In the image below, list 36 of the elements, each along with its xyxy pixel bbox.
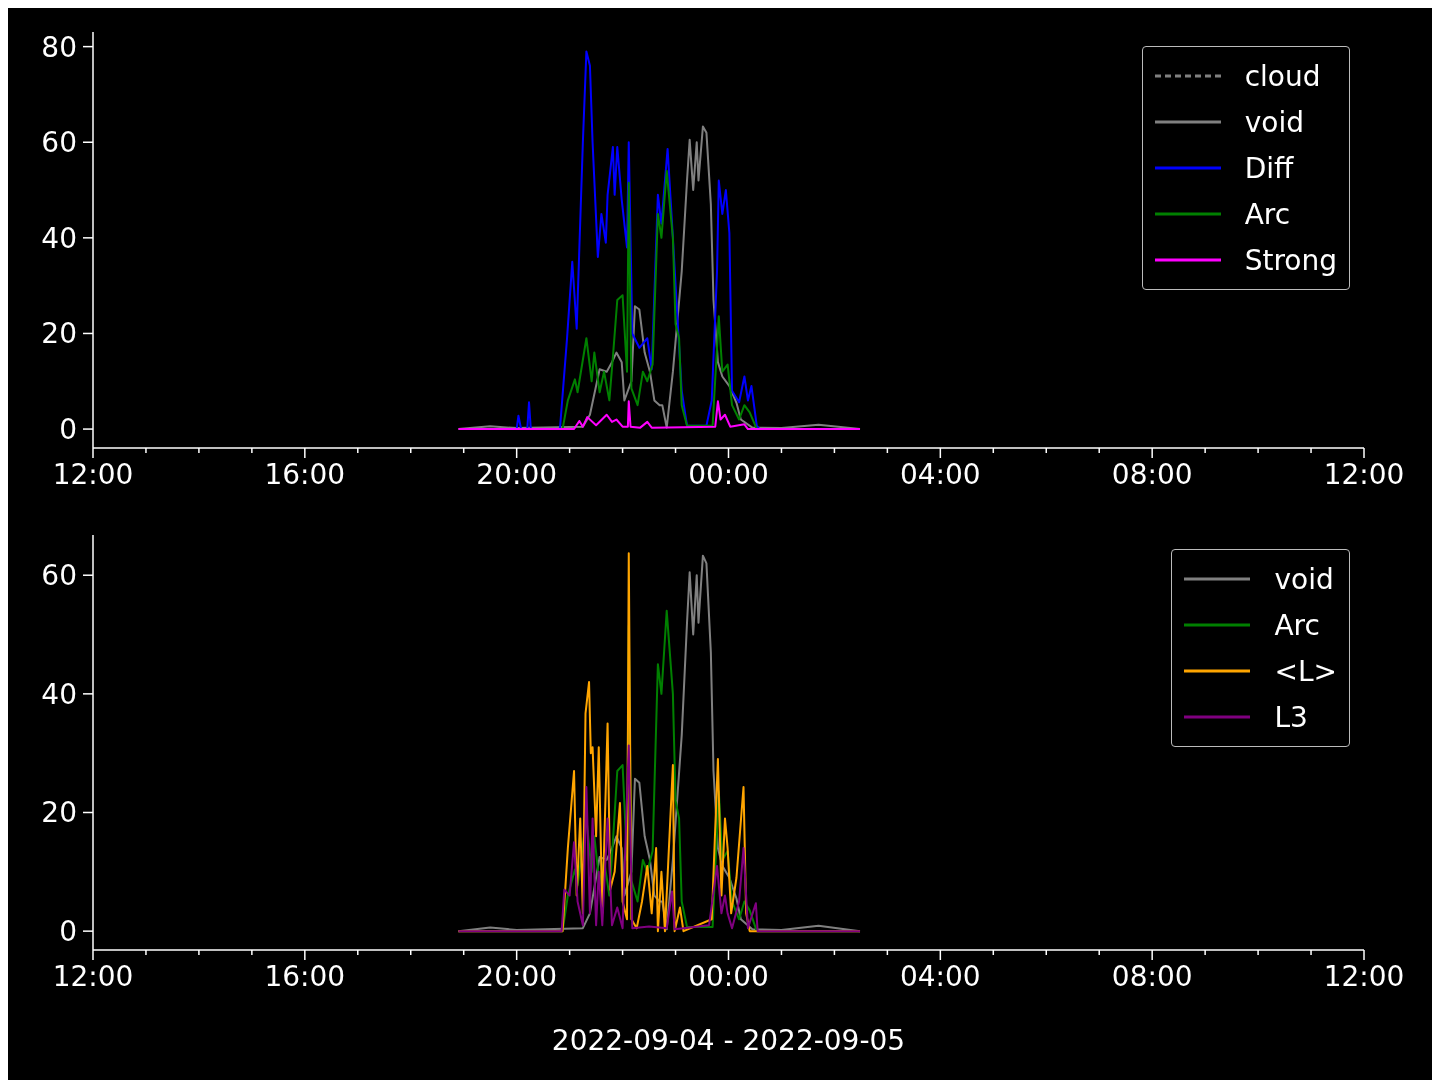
y-tick-label: 60 [41,559,77,593]
x-tick-label: 20:00 [476,960,558,993]
x-tick-label: 00:00 [688,458,769,491]
x-tick-label: 04:00 [899,458,981,491]
legend-label: L3 [1274,700,1308,734]
line-series [457,400,862,431]
y-tick-label: 40 [41,221,77,255]
legend-label: Arc [1244,197,1291,231]
legend-label: void [1274,562,1334,596]
legend-label: <L> [1274,654,1337,688]
x-tick-label: 16:00 [264,458,346,491]
x-tick-label: 12:00 [1323,960,1405,993]
legend-label: Arc [1274,608,1320,642]
y-tick-label: 20 [41,796,77,830]
legend-label: Diff [1244,151,1294,185]
x-tick-label: 16:00 [264,960,346,993]
y-tick-label: 20 [41,317,77,351]
y-tick-label: 0 [59,915,77,949]
x-axis-title: 2022-09-04 - 2022-09-05 [551,1024,906,1057]
x-tick-label: 04:00 [899,960,981,993]
x-tick-label: 08:00 [1111,458,1193,491]
line-series [457,744,862,933]
y-tick-label: 40 [41,677,77,711]
legend-label: Strong [1244,243,1337,277]
x-tick-label: 12:00 [1323,458,1405,491]
x-tick-label: 12:00 [52,960,134,993]
y-tick-label: 0 [59,413,77,447]
legend-label: void [1244,105,1304,139]
y-tick-label: 60 [41,126,77,160]
x-tick-label: 00:00 [688,960,769,993]
x-tick-label: 08:00 [1111,960,1193,993]
x-tick-label: 12:00 [52,458,134,491]
legend-label: cloud [1244,59,1321,93]
line-series [515,50,761,431]
x-tick-label: 20:00 [476,458,558,491]
y-tick-label: 80 [41,30,77,64]
